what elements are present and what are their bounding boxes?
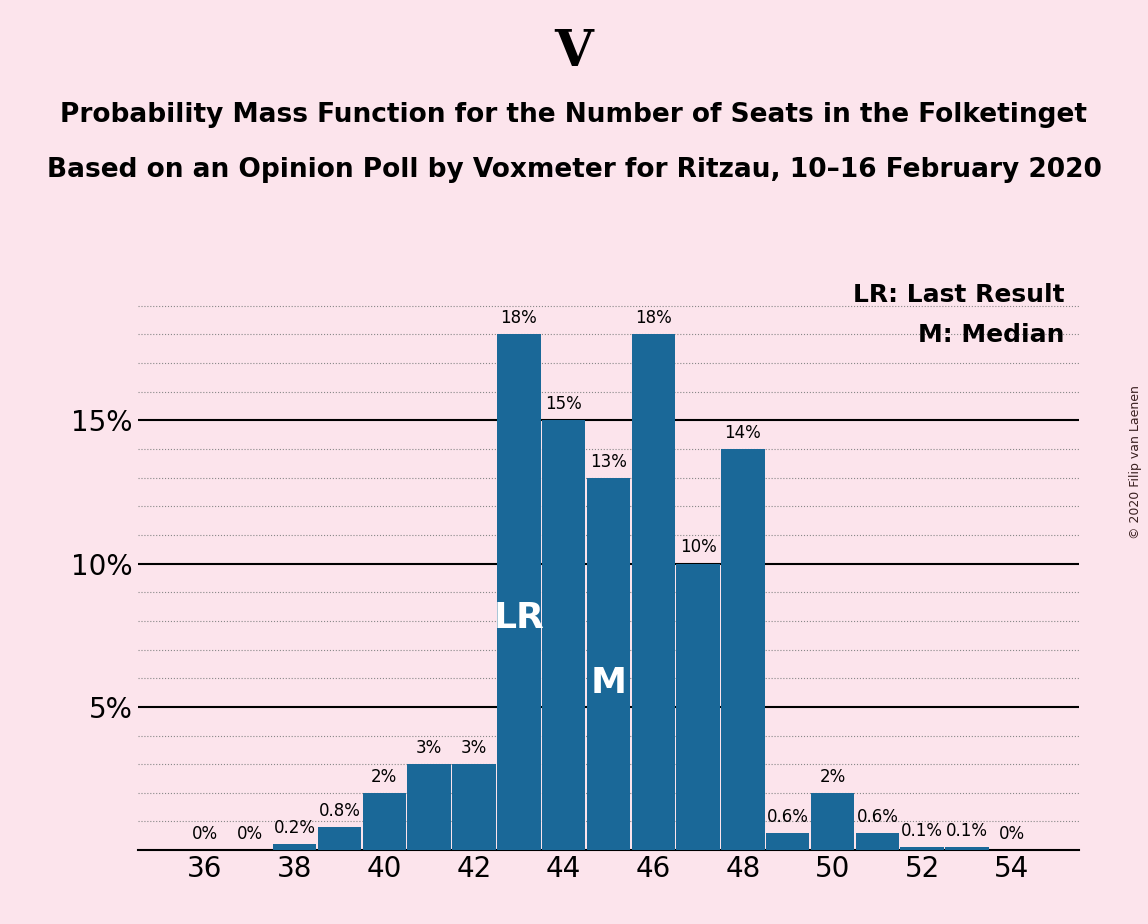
Bar	[945, 847, 988, 850]
Text: © 2020 Filip van Laenen: © 2020 Filip van Laenen	[1130, 385, 1142, 539]
Bar	[587, 478, 630, 850]
Text: 2%: 2%	[371, 768, 397, 785]
Text: 13%: 13%	[590, 453, 627, 470]
Text: 3%: 3%	[460, 739, 487, 757]
Text: 0.1%: 0.1%	[901, 822, 944, 840]
Text: V: V	[554, 28, 594, 77]
Text: Based on an Opinion Poll by Voxmeter for Ritzau, 10–16 February 2020: Based on an Opinion Poll by Voxmeter for…	[47, 157, 1101, 183]
Bar	[676, 564, 720, 850]
Bar	[855, 833, 899, 850]
Text: 2%: 2%	[820, 768, 846, 785]
Text: Probability Mass Function for the Number of Seats in the Folketinget: Probability Mass Function for the Number…	[61, 102, 1087, 128]
Text: 0.6%: 0.6%	[767, 808, 808, 826]
Text: 0%: 0%	[236, 825, 263, 843]
Text: 0.8%: 0.8%	[318, 802, 360, 820]
Bar	[497, 334, 541, 850]
Bar	[810, 793, 854, 850]
Bar	[542, 420, 585, 850]
Bar	[721, 449, 765, 850]
Bar	[631, 334, 675, 850]
Text: 10%: 10%	[680, 539, 716, 556]
Text: M: M	[590, 665, 627, 699]
Text: LR: Last Result: LR: Last Result	[853, 283, 1065, 307]
Text: 0%: 0%	[192, 825, 218, 843]
Bar	[363, 793, 406, 850]
Text: 0.2%: 0.2%	[273, 820, 316, 837]
Bar	[900, 847, 944, 850]
Text: LR: LR	[494, 602, 544, 635]
Bar	[408, 764, 451, 850]
Bar	[452, 764, 496, 850]
Text: 18%: 18%	[501, 310, 537, 327]
Bar	[318, 827, 362, 850]
Text: 18%: 18%	[635, 310, 672, 327]
Text: 14%: 14%	[724, 424, 761, 442]
Text: M: Median: M: Median	[918, 323, 1065, 347]
Bar	[273, 845, 317, 850]
Text: 0%: 0%	[999, 825, 1025, 843]
Bar	[766, 833, 809, 850]
Text: 3%: 3%	[416, 739, 442, 757]
Text: 15%: 15%	[545, 395, 582, 413]
Text: 0.6%: 0.6%	[856, 808, 899, 826]
Text: 0.1%: 0.1%	[946, 822, 988, 840]
